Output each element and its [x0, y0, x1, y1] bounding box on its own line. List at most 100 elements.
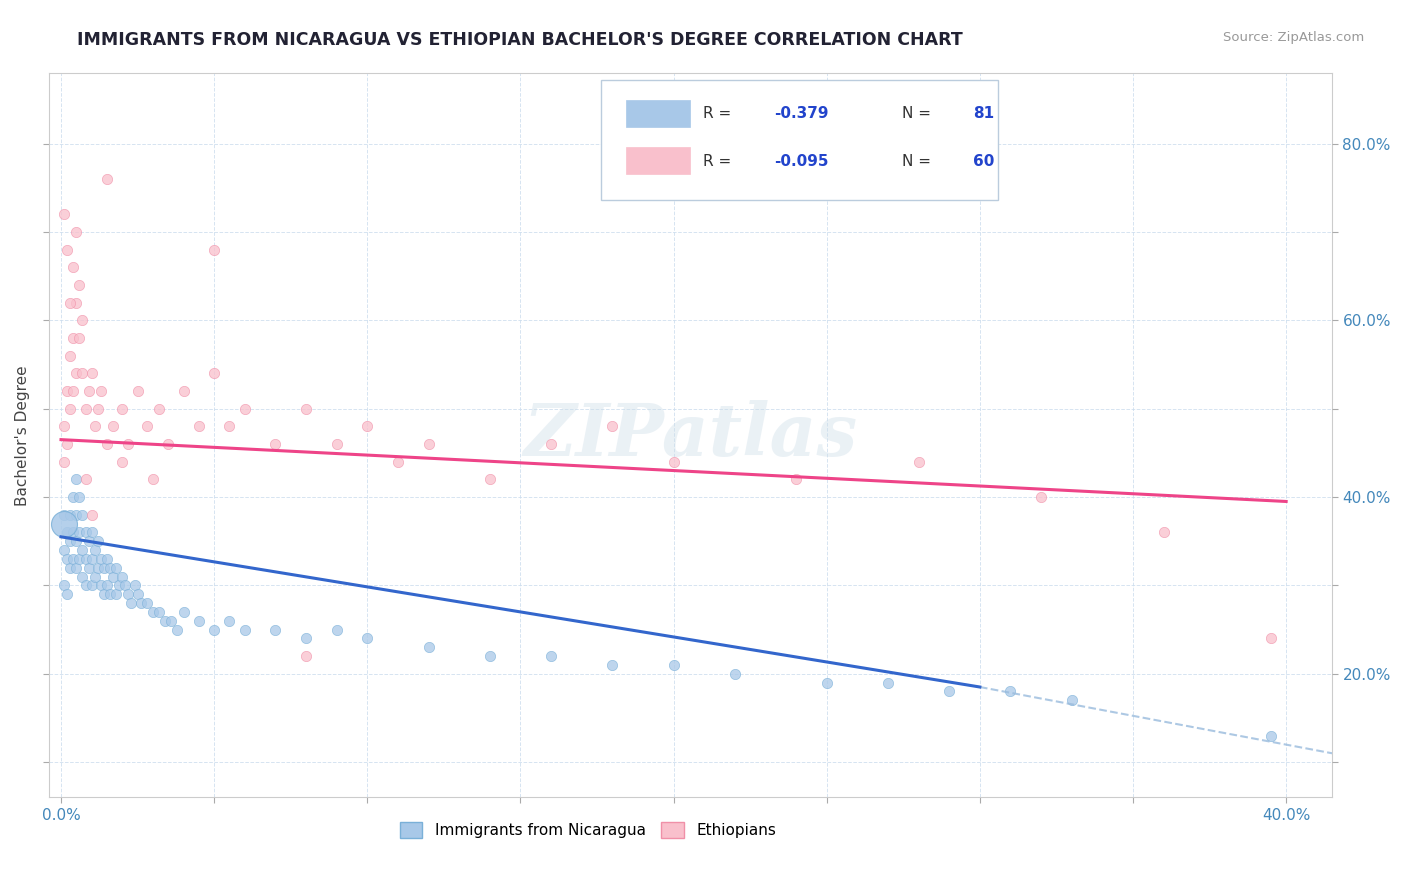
Text: Source: ZipAtlas.com: Source: ZipAtlas.com — [1223, 31, 1364, 45]
Point — [67, 525, 90, 540]
Point — [127, 587, 149, 601]
Point — [53, 508, 76, 522]
Point — [90, 578, 112, 592]
Point — [135, 596, 157, 610]
Point — [67, 490, 90, 504]
Point — [65, 295, 87, 310]
Point — [80, 508, 103, 522]
Point — [148, 401, 170, 416]
Point — [111, 569, 134, 583]
Bar — [626, 100, 690, 128]
Point — [124, 578, 146, 592]
Point — [62, 331, 84, 345]
Point — [65, 508, 87, 522]
Point — [785, 472, 807, 486]
Point — [602, 657, 624, 672]
Point — [160, 614, 183, 628]
Point — [356, 419, 378, 434]
Point — [264, 437, 287, 451]
Point — [72, 543, 94, 558]
Point — [96, 552, 118, 566]
Point — [295, 649, 318, 664]
Point — [101, 419, 124, 434]
Point — [1153, 525, 1175, 540]
Point — [662, 455, 685, 469]
Text: -0.095: -0.095 — [773, 153, 828, 169]
Point — [56, 243, 79, 257]
FancyBboxPatch shape — [600, 80, 998, 200]
Point — [602, 419, 624, 434]
Point — [72, 313, 94, 327]
Point — [218, 419, 240, 434]
Point — [90, 384, 112, 398]
Point — [264, 623, 287, 637]
Point — [65, 472, 87, 486]
Point — [295, 632, 318, 646]
Point — [56, 587, 79, 601]
Point — [77, 384, 100, 398]
Point — [87, 534, 110, 549]
Point — [87, 560, 110, 574]
Point — [129, 596, 152, 610]
Point — [478, 472, 501, 486]
Point — [65, 367, 87, 381]
Point — [114, 578, 136, 592]
Point — [540, 437, 562, 451]
Point — [77, 534, 100, 549]
Point — [135, 419, 157, 434]
Point — [662, 657, 685, 672]
Point — [56, 384, 79, 398]
Point — [62, 552, 84, 566]
Point — [83, 569, 105, 583]
Point — [62, 384, 84, 398]
Point — [96, 578, 118, 592]
Point — [53, 543, 76, 558]
Point — [540, 649, 562, 664]
Point — [75, 472, 97, 486]
Point — [56, 437, 79, 451]
Point — [1260, 632, 1282, 646]
Point — [80, 367, 103, 381]
Point — [187, 419, 209, 434]
Text: N =: N = — [903, 153, 936, 169]
Text: R =: R = — [703, 106, 737, 121]
Point — [80, 552, 103, 566]
Point — [59, 401, 82, 416]
Point — [111, 455, 134, 469]
Bar — [626, 147, 690, 175]
Point — [62, 260, 84, 275]
Point — [98, 560, 121, 574]
Point — [142, 472, 165, 486]
Point — [59, 560, 82, 574]
Point — [1260, 729, 1282, 743]
Point — [877, 675, 900, 690]
Point — [56, 525, 79, 540]
Point — [53, 516, 76, 531]
Point — [202, 623, 225, 637]
Point — [72, 508, 94, 522]
Point — [108, 578, 131, 592]
Point — [202, 367, 225, 381]
Point — [418, 640, 440, 655]
Point — [93, 560, 115, 574]
Point — [202, 243, 225, 257]
Point — [233, 623, 256, 637]
Text: IMMIGRANTS FROM NICARAGUA VS ETHIOPIAN BACHELOR'S DEGREE CORRELATION CHART: IMMIGRANTS FROM NICARAGUA VS ETHIOPIAN B… — [77, 31, 963, 49]
Point — [83, 543, 105, 558]
Point — [62, 490, 84, 504]
Point — [80, 525, 103, 540]
Point — [53, 578, 76, 592]
Point — [187, 614, 209, 628]
Point — [815, 675, 838, 690]
Point — [67, 331, 90, 345]
Legend: Immigrants from Nicaragua, Ethiopians: Immigrants from Nicaragua, Ethiopians — [394, 816, 782, 844]
Point — [77, 560, 100, 574]
Text: N =: N = — [903, 106, 936, 121]
Point — [53, 419, 76, 434]
Point — [96, 172, 118, 186]
Text: -0.379: -0.379 — [773, 106, 828, 121]
Point — [173, 605, 195, 619]
Point — [938, 684, 960, 698]
Point — [325, 623, 347, 637]
Text: R =: R = — [703, 153, 737, 169]
